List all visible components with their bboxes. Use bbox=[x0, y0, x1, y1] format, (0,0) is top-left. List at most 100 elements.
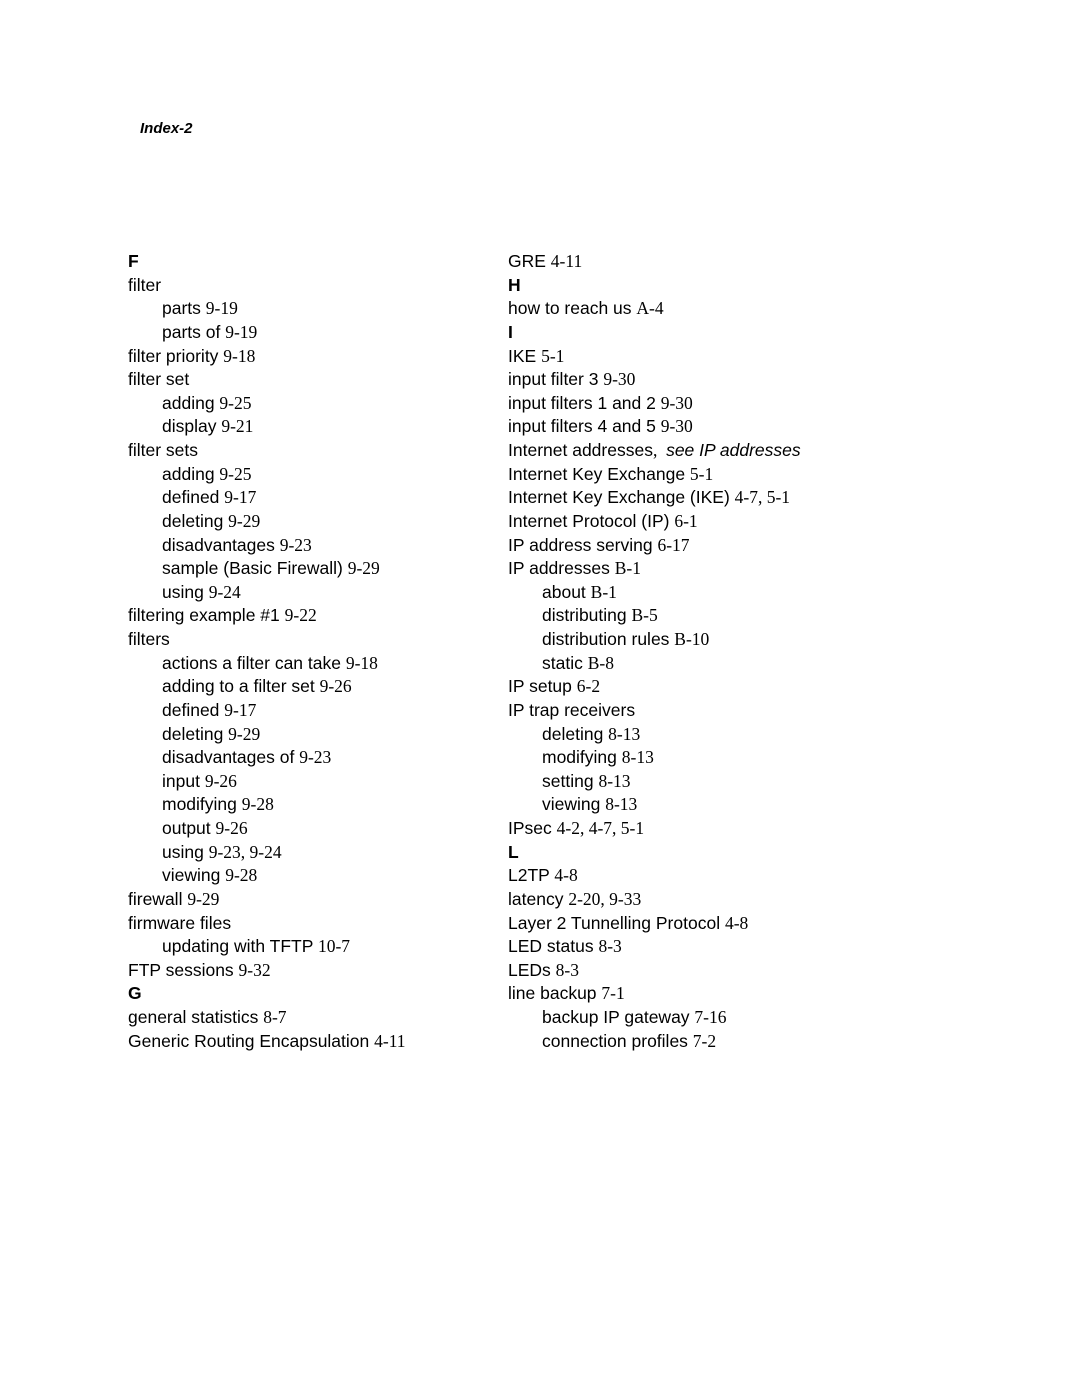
index-page-ref: 8-13 bbox=[622, 747, 654, 767]
index-page-ref: 9-23 bbox=[299, 747, 331, 767]
index-page-ref: 9-22 bbox=[285, 605, 317, 625]
index-subentry: actions a filter can take 9-18 bbox=[128, 652, 508, 676]
index-entry-label: distribution rules bbox=[542, 629, 674, 649]
index-entry-label: modifying bbox=[542, 747, 622, 767]
index-page-ref: B-10 bbox=[674, 629, 709, 649]
index-page-ref: 9-26 bbox=[205, 771, 237, 791]
index-page-ref: 6-2 bbox=[577, 676, 600, 696]
index-subentry: distributing B-5 bbox=[508, 604, 958, 628]
index-content: Ffilterparts 9-19parts of 9-19filter pri… bbox=[128, 250, 980, 1053]
index-entry-label: setting bbox=[542, 771, 598, 791]
index-page-ref: 7-16 bbox=[694, 1007, 726, 1027]
index-entry: IP address serving 6-17 bbox=[508, 534, 958, 558]
index-entry-label: sample (Basic Firewall) bbox=[162, 558, 348, 578]
index-subentry: output 9-26 bbox=[128, 817, 508, 841]
index-entry: FTP sessions 9-32 bbox=[128, 959, 508, 983]
index-page-ref: 9-23 bbox=[280, 535, 312, 555]
index-page-ref: 9-23, 9-24 bbox=[209, 842, 282, 862]
index-letter-heading: L bbox=[508, 841, 958, 865]
index-entry-label: parts bbox=[162, 298, 206, 318]
index-entry-label: latency bbox=[508, 889, 568, 909]
index-entry-label: how to reach us bbox=[508, 298, 636, 318]
index-page-ref: 2-20, 9-33 bbox=[568, 889, 641, 909]
index-entry-label: Internet Key Exchange bbox=[508, 464, 690, 484]
index-page-ref: 7-2 bbox=[693, 1031, 716, 1051]
index-page-ref: 9-30 bbox=[661, 416, 693, 436]
index-entry-label: connection profiles bbox=[542, 1031, 693, 1051]
index-entry-label: GRE bbox=[508, 251, 551, 271]
index-entry-label: IPsec bbox=[508, 818, 557, 838]
index-entry-label: static bbox=[542, 653, 588, 673]
index-subentry: parts 9-19 bbox=[128, 297, 508, 321]
index-subentry: defined 9-17 bbox=[128, 699, 508, 723]
index-subentry: about B-1 bbox=[508, 581, 958, 605]
index-subentry: updating with TFTP 10-7 bbox=[128, 935, 508, 959]
index-entry: IP trap receivers bbox=[508, 699, 958, 723]
page-header: Index-2 bbox=[140, 120, 193, 137]
index-page-ref: 8-3 bbox=[598, 936, 621, 956]
index-entry: Internet Key Exchange (IKE) 4-7, 5-1 bbox=[508, 486, 958, 510]
index-page-ref: 9-24 bbox=[209, 582, 241, 602]
index-subentry: adding 9-25 bbox=[128, 463, 508, 487]
index-subentry: setting 8-13 bbox=[508, 770, 958, 794]
index-entry: firmware files bbox=[128, 912, 508, 936]
index-subentry: modifying 8-13 bbox=[508, 746, 958, 770]
index-page-ref: 9-18 bbox=[223, 346, 255, 366]
index-subentry: using 9-24 bbox=[128, 581, 508, 605]
index-page-ref: 9-26 bbox=[216, 818, 248, 838]
index-entry-label: modifying bbox=[162, 794, 242, 814]
index-entry-label: deleting bbox=[542, 724, 608, 744]
index-entry-label: backup IP gateway bbox=[542, 1007, 694, 1027]
index-page-ref: B-5 bbox=[632, 605, 658, 625]
index-entry-label: viewing bbox=[542, 794, 605, 814]
index-entry: filtering example #1 9-22 bbox=[128, 604, 508, 628]
index-entry: how to reach us A-4 bbox=[508, 297, 958, 321]
index-page-ref: 9-25 bbox=[219, 464, 251, 484]
index-entry: Internet Key Exchange 5-1 bbox=[508, 463, 958, 487]
index-entry-label: IP address serving bbox=[508, 535, 657, 555]
index-subentry: defined 9-17 bbox=[128, 486, 508, 510]
index-entry-label: display bbox=[162, 416, 221, 436]
index-entry-label: adding to a filter set bbox=[162, 676, 320, 696]
index-entry-label: parts of bbox=[162, 322, 225, 342]
index-page-ref: B-8 bbox=[588, 653, 614, 673]
index-subentry: disadvantages of 9-23 bbox=[128, 746, 508, 770]
index-entry: IP setup 6-2 bbox=[508, 675, 958, 699]
index-entry-label: using bbox=[162, 582, 209, 602]
index-page-ref: B-1 bbox=[615, 558, 641, 578]
index-entry: Layer 2 Tunnelling Protocol 4-8 bbox=[508, 912, 958, 936]
index-subentry: using 9-23, 9-24 bbox=[128, 841, 508, 865]
index-entry: IKE 5-1 bbox=[508, 345, 958, 369]
index-entry-label: Internet Protocol (IP) bbox=[508, 511, 674, 531]
index-subentry: distribution rules B-10 bbox=[508, 628, 958, 652]
index-subentry: static B-8 bbox=[508, 652, 958, 676]
index-entry-label: input filter 3 bbox=[508, 369, 603, 389]
index-subentry: connection profiles 7-2 bbox=[508, 1030, 958, 1054]
index-page-ref: 8-7 bbox=[263, 1007, 286, 1027]
index-entry: input filters 4 and 5 9-30 bbox=[508, 415, 958, 439]
index-entry-label: Layer 2 Tunnelling Protocol bbox=[508, 913, 725, 933]
index-entry: filters bbox=[128, 628, 508, 652]
index-entry-label: Internet Key Exchange (IKE) bbox=[508, 487, 735, 507]
index-letter-heading: I bbox=[508, 321, 958, 345]
index-page-ref: 9-29 bbox=[228, 511, 260, 531]
index-entry-label: firewall bbox=[128, 889, 187, 909]
index-entry-label: about bbox=[542, 582, 591, 602]
index-entry: filter bbox=[128, 274, 508, 298]
index-entry-label: LEDs bbox=[508, 960, 556, 980]
index-page-ref: 4-8 bbox=[554, 865, 577, 885]
index-page-ref: 8-3 bbox=[556, 960, 579, 980]
index-entry-label: input filters 4 and 5 bbox=[508, 416, 661, 436]
index-page-ref: 9-29 bbox=[187, 889, 219, 909]
index-page-ref: 9-19 bbox=[225, 322, 257, 342]
index-entry-label: distributing bbox=[542, 605, 632, 625]
index-entry-label: deleting bbox=[162, 724, 228, 744]
index-entry-label: output bbox=[162, 818, 216, 838]
index-column-left: Ffilterparts 9-19parts of 9-19filter pri… bbox=[128, 250, 508, 1053]
index-page-ref: 9-29 bbox=[348, 558, 380, 578]
index-entry-label: FTP sessions bbox=[128, 960, 239, 980]
index-entry: L2TP 4-8 bbox=[508, 864, 958, 888]
index-subentry: display 9-21 bbox=[128, 415, 508, 439]
index-page-ref: 5-1 bbox=[690, 464, 713, 484]
index-subentry: deleting 8-13 bbox=[508, 723, 958, 747]
